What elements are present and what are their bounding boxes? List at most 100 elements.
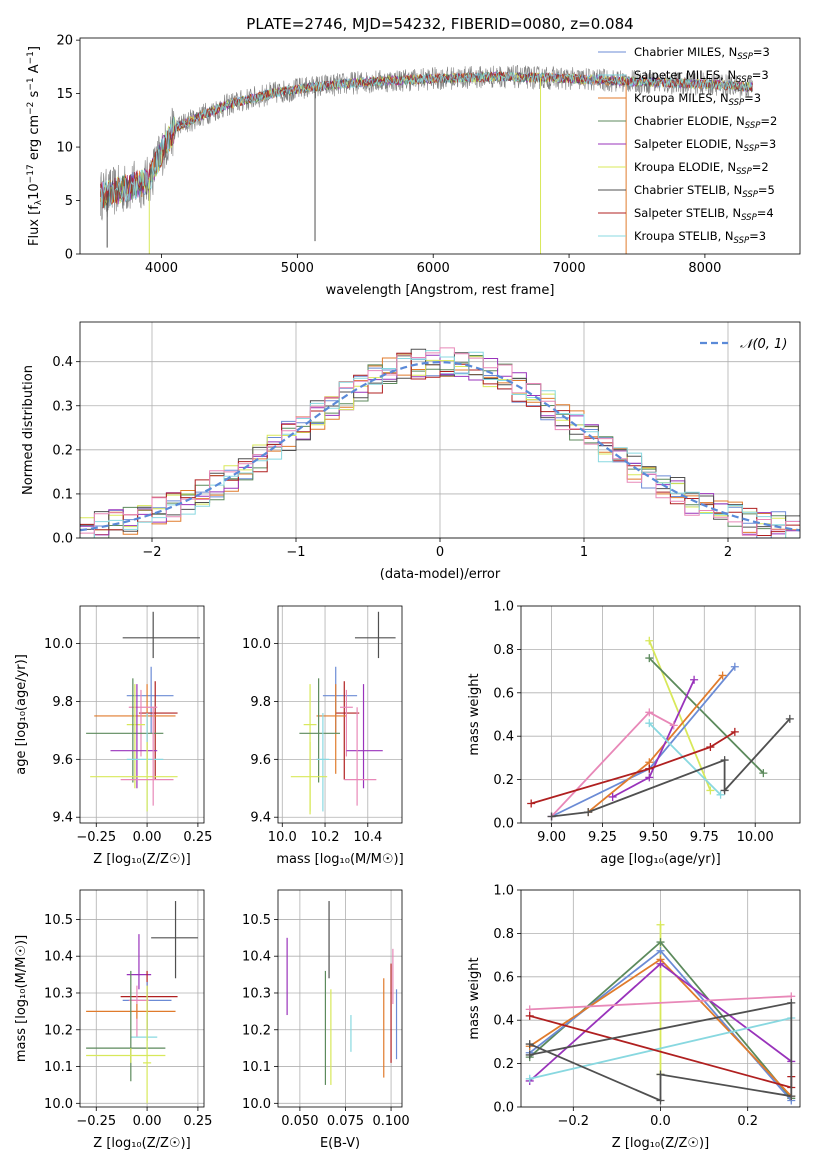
weight-point-marker	[645, 719, 654, 728]
age-vs-metallicity-panel: −0.25 0.00 0.25 9.4 9.6 9.8 10.0 Z [log₁₀(Z/Z☉)…	[14, 605, 212, 867]
legend-name: Kroupa MILES, N	[634, 91, 729, 105]
x-tick-label: 6000	[417, 261, 450, 276]
y-axis-label-part: −1	[26, 77, 36, 90]
y-tick-label: 10.3	[242, 986, 271, 1001]
weight-point-marker	[525, 1050, 534, 1059]
y-tick-label: 0.3	[52, 399, 73, 414]
axes-frame	[79, 889, 205, 1108]
x-tick-label: 0.00	[133, 830, 162, 845]
weight-series-line	[529, 1017, 792, 1080]
weight-vs-age-panel: 9.00 9.25 9.50 9.75 10.00 0.0 0.2 0.4 0.6 0.8 1.0 a…	[467, 600, 801, 867]
y-tick-label: 0.1	[52, 487, 73, 502]
weight-point-marker	[656, 1096, 665, 1105]
legend-subscript: SSP	[737, 52, 753, 62]
x-tick-label: 0.25	[183, 830, 212, 845]
y-tick-label: 20	[56, 34, 73, 49]
legend-entry: Salpeter MILES, NSSP=3	[634, 68, 769, 85]
legend-subscript: SSP	[734, 236, 750, 246]
weight-point-marker	[730, 662, 739, 671]
weight-point-marker	[690, 675, 699, 684]
legend-name: Salpeter MILES, N	[634, 68, 736, 82]
x-axis-label: Z [log₁₀(Z/Z☉)]	[612, 1136, 709, 1151]
axes-frame	[79, 37, 801, 255]
y-axis-label: mass [log₁₀(M/M☉)]	[14, 935, 29, 1062]
x-tick-label: 0.2	[737, 1114, 758, 1129]
weight-point-marker	[525, 1011, 534, 1020]
y-tick-label: 0.8	[493, 927, 514, 942]
axes-frame	[79, 321, 801, 539]
weight-point-marker	[706, 786, 715, 795]
y-tick-label: 0.6	[493, 970, 514, 985]
y-tick-label: 0.4	[493, 1014, 514, 1029]
x-tick-label: 0.00	[133, 1114, 162, 1129]
weight-series-line	[551, 666, 736, 818]
weight-point-marker	[656, 946, 665, 955]
x-tick-label: 10.00	[737, 830, 774, 845]
y-tick-label: 1.0	[493, 600, 514, 615]
x-tick-label: 0.0	[650, 1114, 671, 1129]
residual-histogram-series	[80, 348, 800, 532]
residual-histogram-panel: −2 −1 0 1 2 0.0 0.1 0.2 0.3 0.4 (data-model)/error…	[21, 321, 801, 582]
weight-point-marker	[669, 721, 678, 730]
legend-value: =5	[758, 183, 775, 197]
legend-entry: 𝒩(0, 1)	[740, 337, 787, 352]
y-tick-label: 9.8	[52, 695, 73, 710]
y-axis-label-part: s	[27, 90, 42, 101]
legend-value: =3	[759, 137, 776, 151]
x-axis-label: wavelength [Angstrom, rest frame]	[326, 283, 555, 298]
y-tick-label: 9.6	[250, 753, 271, 768]
x-tick-label: 9.00	[537, 830, 566, 845]
x-tick-label: 9.50	[639, 830, 668, 845]
axes-frame	[79, 605, 205, 824]
y-tick-label: 10.1	[242, 1060, 271, 1075]
legend-entry: Salpeter ELODIE, NSSP=3	[634, 137, 776, 154]
y-tick-label: 10.2	[242, 1023, 271, 1038]
weight-vs-metallicity-panel: −0.2 0.0 0.2 0.0 0.2 0.4 0.6 0.8 1.0 Z [log₁₀(Z/Z…	[467, 884, 801, 1151]
y-tick-label: 9.4	[250, 811, 271, 826]
x-axis-label: E(B-V)	[320, 1136, 360, 1151]
y-tick-label: 0.2	[493, 1057, 514, 1072]
y-tick-label: 0.0	[52, 532, 73, 547]
plot-area	[525, 920, 796, 1105]
legend-name: Chabrier MILES, N	[634, 45, 737, 59]
x-tick-label: 10.0	[268, 830, 297, 845]
plot-area	[86, 611, 200, 812]
weight-point-marker	[720, 786, 729, 795]
weight-point-marker	[730, 727, 739, 736]
weight-point-marker	[525, 1040, 534, 1049]
y-axis-label-part: −2	[26, 102, 36, 115]
axes-frame	[520, 605, 801, 824]
legend-name: Chabrier STELIB, N	[634, 183, 742, 197]
axes-frame	[277, 605, 403, 824]
x-tick-label: −2	[142, 545, 161, 560]
x-tick-label: 2	[724, 545, 732, 560]
y-axis-label-part: −17	[26, 164, 36, 183]
plot-area	[286, 901, 398, 1085]
weight-point-marker	[787, 998, 796, 1007]
age-vs-mass-panel: 10.0 10.2 10.4 9.4 9.6 9.8 10.0 mass [log₁₀(M/M…	[242, 605, 404, 867]
legend-name: Chabrier ELODIE, N	[634, 114, 745, 128]
legend-subscript: SSP	[745, 121, 761, 131]
y-axis-label: age [log₁₀(age/yr)]	[14, 654, 29, 775]
plot-area	[80, 347, 800, 538]
weight-point-marker	[656, 959, 665, 968]
plot-area	[527, 636, 794, 821]
y-tick-label: 0.4	[52, 355, 73, 370]
legend-value: =3	[749, 229, 766, 243]
y-axis-label: Flux [fλ10−17 erg cm−2 s−1 A−1]	[26, 46, 44, 246]
legend-subscript: SSP	[729, 98, 745, 108]
x-tick-label: 0	[436, 545, 444, 560]
legend-name: Salpeter STELIB, N	[634, 206, 741, 220]
residual-histogram-series	[80, 353, 800, 538]
weight-point-marker	[759, 769, 768, 778]
x-tick-label: 10.2	[311, 830, 340, 845]
plot-area	[100, 64, 753, 254]
y-tick-label: 0.6	[493, 686, 514, 701]
y-tick-label: 15	[56, 87, 73, 102]
x-tick-label: 5000	[281, 261, 314, 276]
y-tick-label: 10.0	[44, 1097, 73, 1112]
legend-value: =2	[752, 160, 769, 174]
x-tick-label: 9.25	[588, 830, 617, 845]
weight-point-marker	[787, 1092, 796, 1101]
